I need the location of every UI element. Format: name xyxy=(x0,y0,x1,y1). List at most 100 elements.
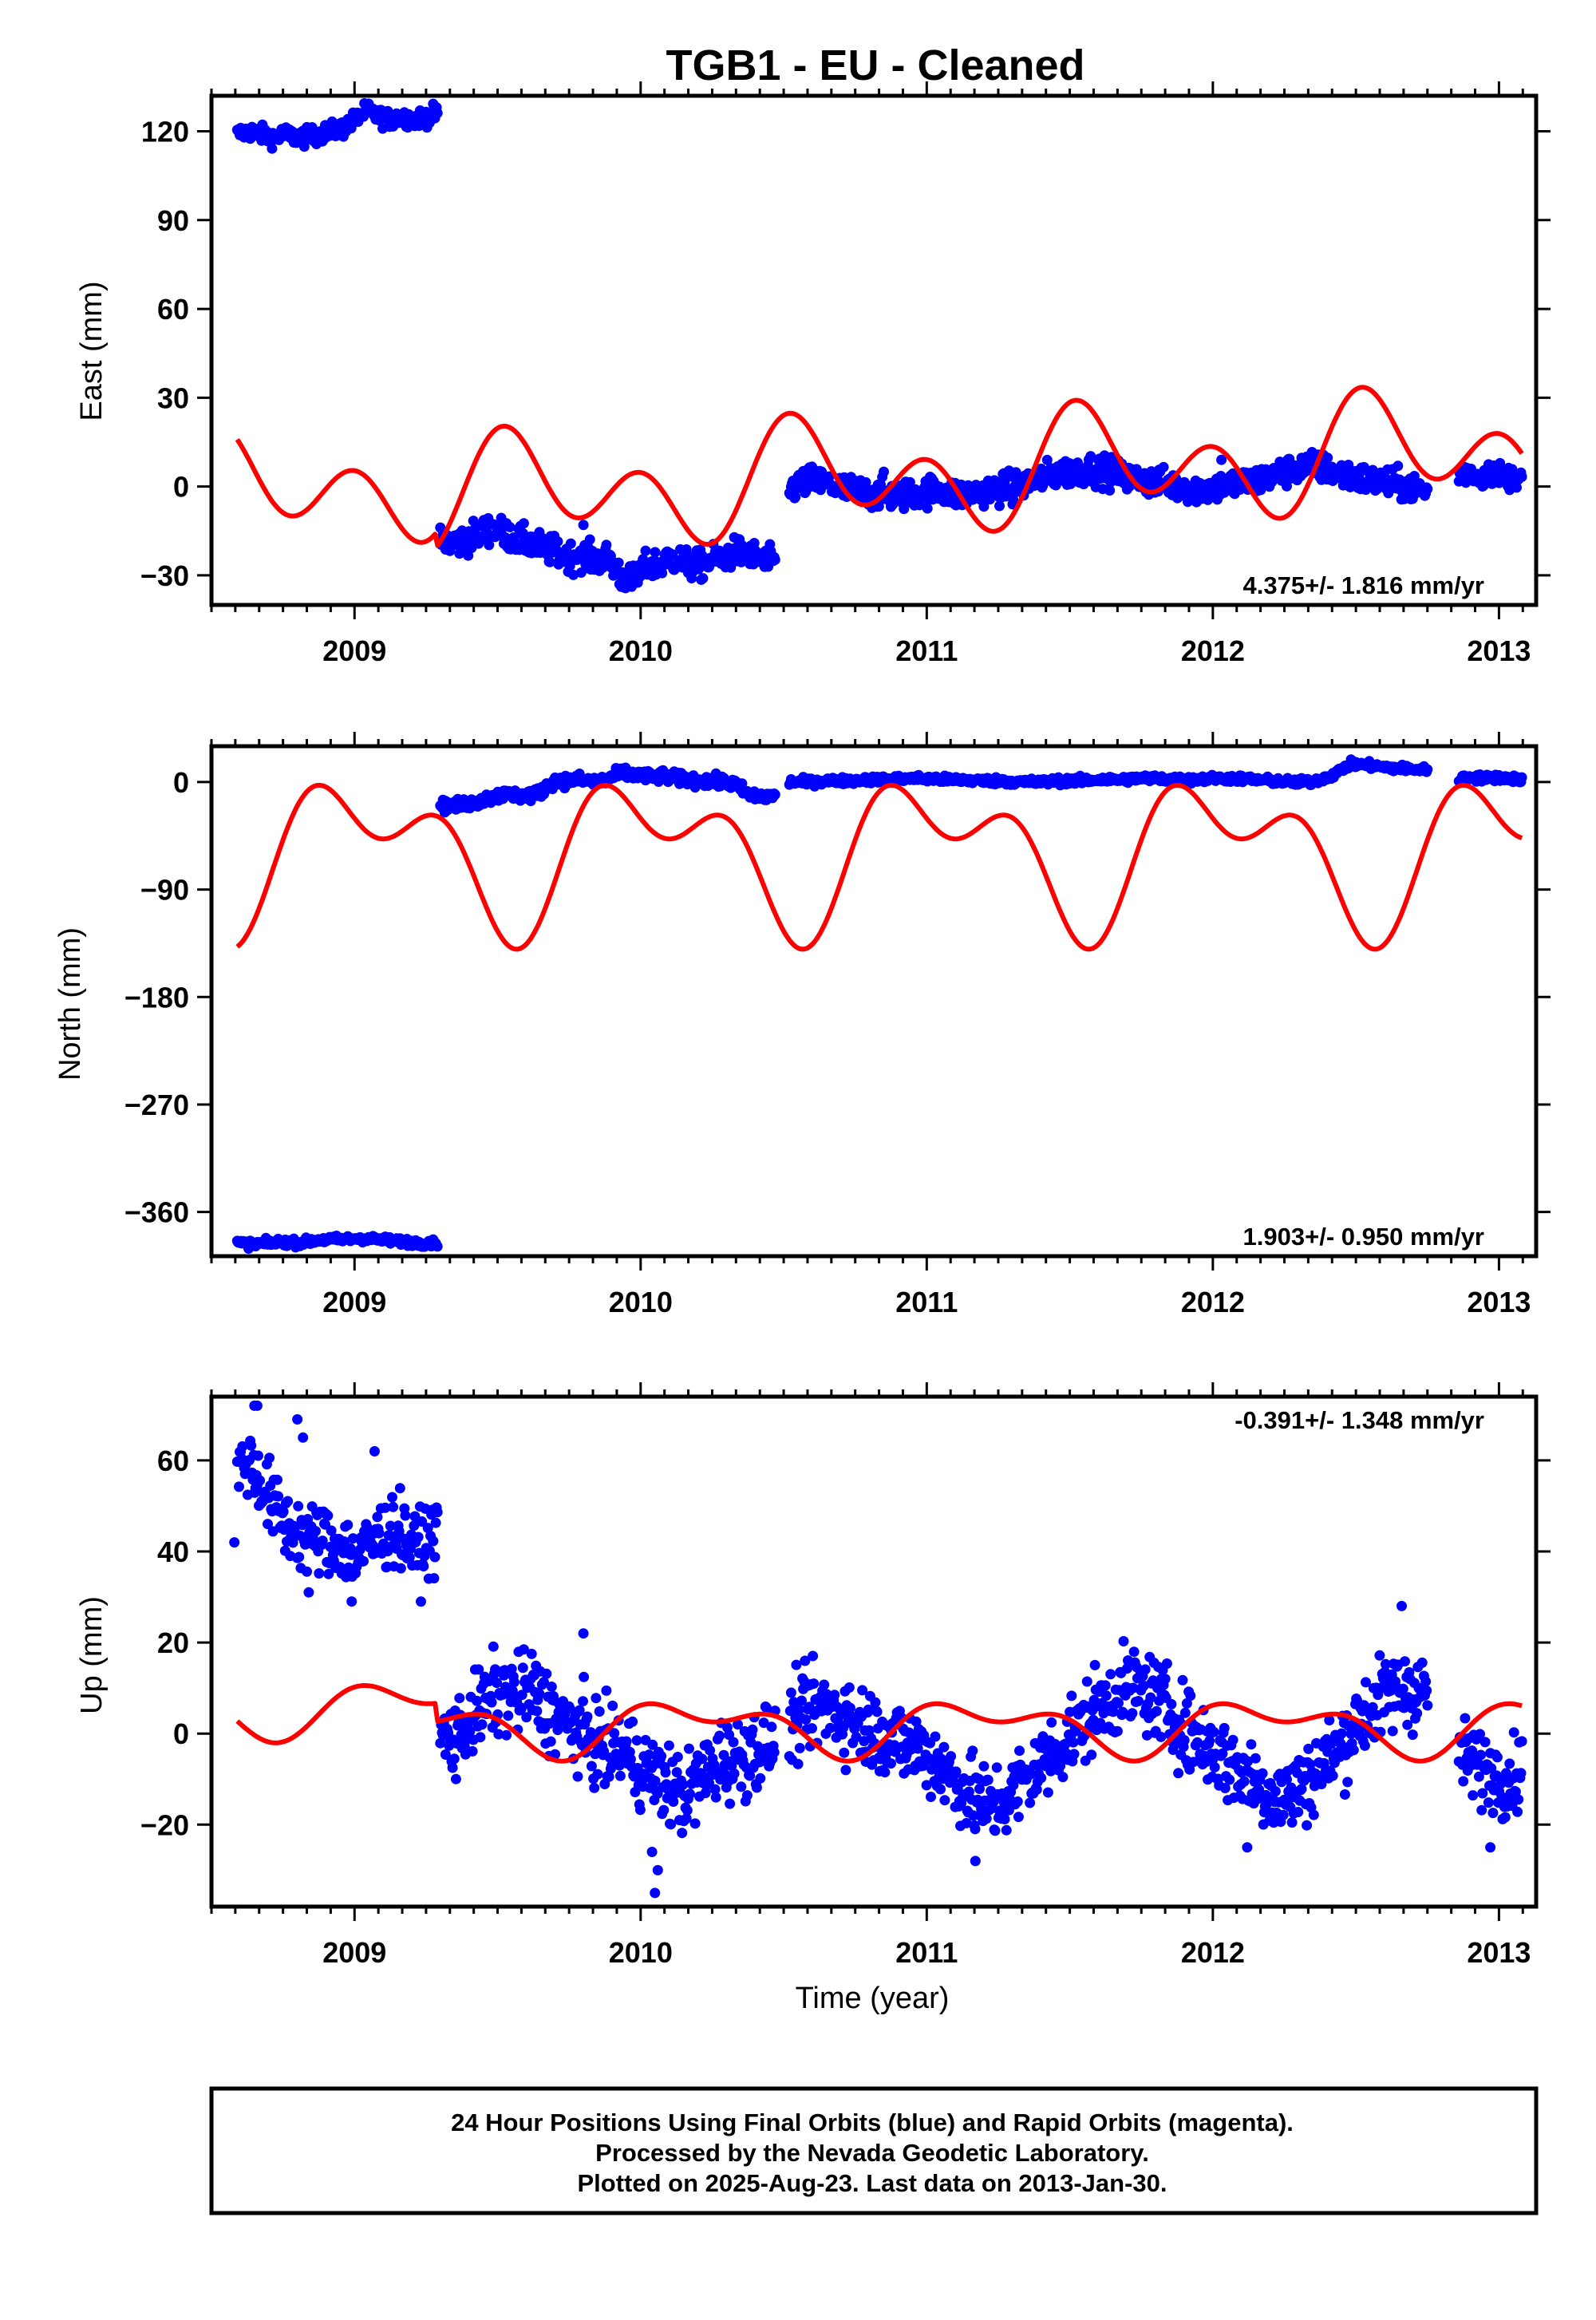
east-data-point xyxy=(1322,453,1333,464)
up-data-point xyxy=(1322,1746,1333,1757)
up-data-point xyxy=(484,1676,495,1686)
east-data-point xyxy=(613,557,624,568)
up-data-point xyxy=(1238,1776,1250,1787)
up-data-point xyxy=(1224,1774,1235,1785)
up-data-point xyxy=(1412,1708,1423,1719)
up-data-point xyxy=(473,1664,484,1675)
up-data-point xyxy=(1336,1728,1347,1739)
east-y-tick-label: 0 xyxy=(173,471,189,504)
up-data-point xyxy=(508,1677,519,1688)
up-data-point xyxy=(1117,1706,1128,1717)
east-y-tick-label: 60 xyxy=(157,293,189,326)
east-x-tick-label: 2012 xyxy=(1181,634,1245,667)
footer-line-1: 24 Hour Positions Using Final Orbits (bl… xyxy=(451,2109,1294,2136)
up-data-point xyxy=(272,1474,282,1485)
up-data-point xyxy=(681,1804,693,1816)
up-data-point xyxy=(1339,1789,1350,1800)
up-data-point xyxy=(683,1743,694,1754)
north-panel: North (mm) 1.903+/- 0.950 mm/yr xyxy=(53,927,1484,1251)
up-data-point xyxy=(766,1721,777,1733)
up-data-point xyxy=(1416,1657,1428,1668)
up-data-point xyxy=(705,1745,716,1756)
up-data-point xyxy=(1100,1680,1111,1691)
up-data-point xyxy=(493,1729,504,1740)
up-data-point xyxy=(1359,1740,1370,1751)
up-data-point xyxy=(663,1740,674,1751)
up-data-point xyxy=(689,1818,701,1829)
east-data-point xyxy=(1085,451,1096,462)
up-data-point xyxy=(935,1784,946,1795)
up-data-point xyxy=(264,1452,275,1464)
up-data-point xyxy=(714,1730,725,1741)
north-data-point xyxy=(1516,772,1527,783)
east-data-point xyxy=(575,567,587,578)
up-data-point xyxy=(1156,1674,1167,1685)
up-data-point xyxy=(728,1737,739,1748)
up-data-point xyxy=(429,1551,440,1563)
east-data-point xyxy=(650,547,661,558)
x-axis-label: Time (year) xyxy=(796,1982,950,2015)
up-data-point xyxy=(1407,1729,1418,1741)
east-data-point xyxy=(1511,482,1522,493)
east-data-point xyxy=(1131,464,1142,475)
up-y-tick-label: −20 xyxy=(140,1808,189,1841)
up-data-point xyxy=(1089,1659,1100,1670)
up-data-point xyxy=(1476,1804,1487,1816)
east-data-point xyxy=(1495,457,1506,468)
east-y-tick-label: 30 xyxy=(157,381,189,414)
up-y-tick-label: 0 xyxy=(173,1717,189,1750)
up-data-point xyxy=(627,1716,638,1727)
up-data-point xyxy=(526,1648,537,1659)
up-data-point xyxy=(1128,1682,1139,1694)
east-x-tick-label: 2010 xyxy=(609,634,673,667)
up-data-point xyxy=(1118,1636,1129,1646)
up-data-point xyxy=(1013,1812,1024,1823)
up-data-point xyxy=(314,1568,325,1579)
east-data-point xyxy=(681,544,692,555)
east-data-point xyxy=(1158,461,1169,472)
up-data-point xyxy=(464,1725,476,1737)
up-data-point xyxy=(574,1705,585,1716)
up-data-point xyxy=(1049,1738,1061,1749)
up-data-point xyxy=(578,1696,588,1707)
up-data-point xyxy=(369,1446,380,1456)
up-data-point xyxy=(1512,1806,1523,1817)
chart-title: TGB1 - EU - Cleaned xyxy=(666,41,1084,89)
up-data-point xyxy=(294,1551,305,1563)
up-data-point xyxy=(1460,1713,1471,1724)
up-data-point xyxy=(839,1747,850,1758)
up-data-point xyxy=(541,1668,552,1679)
up-data-point xyxy=(1070,1725,1081,1737)
up-data-point xyxy=(539,1677,549,1688)
up-data-point xyxy=(237,1441,248,1452)
up-data-point xyxy=(729,1768,740,1779)
east-data-point xyxy=(584,534,595,545)
up-data-point xyxy=(591,1693,602,1704)
up-data-point xyxy=(263,1519,273,1530)
up-data-point xyxy=(671,1767,682,1778)
up-data-point xyxy=(273,1491,284,1502)
footer-line-3: Plotted on 2025-Aug-23. Last data on 201… xyxy=(577,2169,1167,2197)
up-data-point xyxy=(668,1796,679,1807)
up-data-point xyxy=(609,1728,620,1739)
east-data-point xyxy=(601,539,612,551)
north-frame xyxy=(209,744,1539,1259)
up-y-axis-label: Up (mm) xyxy=(75,1596,109,1714)
up-data-point xyxy=(440,1749,451,1760)
up-data-point xyxy=(422,1523,433,1534)
up-data-point xyxy=(736,1781,747,1792)
up-data-point xyxy=(255,1475,266,1486)
east-x-tick-label: 2013 xyxy=(1467,634,1531,667)
up-data-point xyxy=(430,1517,441,1528)
up-data-point xyxy=(492,1678,503,1689)
up-data-point xyxy=(1402,1719,1413,1730)
east-data-point xyxy=(904,476,915,488)
up-data-point xyxy=(788,1697,800,1708)
up-data-point xyxy=(1286,1817,1298,1828)
up-data-point xyxy=(293,1500,304,1512)
up-data-point xyxy=(829,1690,840,1701)
up-data-point xyxy=(409,1520,420,1532)
east-data-point xyxy=(578,520,589,531)
